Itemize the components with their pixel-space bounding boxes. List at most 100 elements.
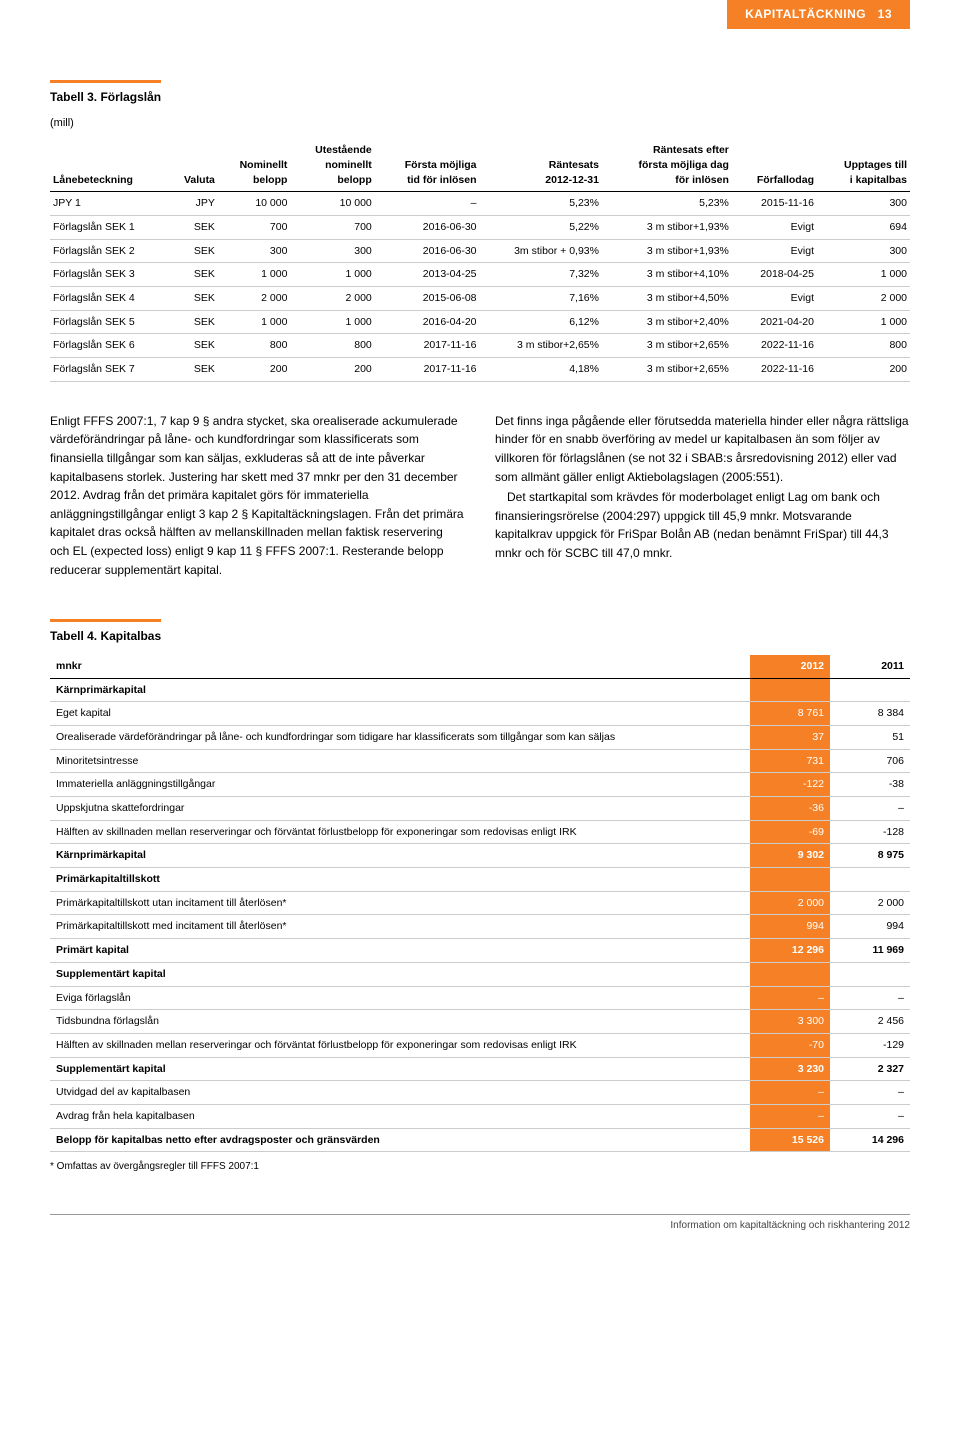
body-right-col: Det finns inga pågående eller förutsedda… <box>495 412 910 579</box>
t3-cell: – <box>375 192 480 216</box>
t4-v1: -122 <box>750 773 830 797</box>
t3-cell: 3 m stibor+4,10% <box>602 263 732 287</box>
t4-v1: 8 761 <box>750 702 830 726</box>
t4-h2: 2011 <box>830 655 910 678</box>
t3-cell: 5,23% <box>602 192 732 216</box>
t4-v2 <box>830 868 910 892</box>
t3-cell: 2 000 <box>290 287 374 311</box>
page-number: 13 <box>878 7 892 21</box>
t4-v1 <box>750 962 830 986</box>
t3-cell: 10 000 <box>218 192 291 216</box>
table-row: Förlagslån SEK 3SEK1 0001 0002013-04-257… <box>50 263 910 287</box>
table-row: Kärnprimärkapital9 3028 975 <box>50 844 910 868</box>
t3-cell: Evigt <box>732 215 817 239</box>
body-right-p2: Det startkapital som krävdes för moderbo… <box>495 488 910 562</box>
t3-cell: 1 000 <box>218 310 291 334</box>
table-row: Kärnprimärkapital <box>50 678 910 702</box>
t4-v1: 2 000 <box>750 891 830 915</box>
t4-v2: 2 000 <box>830 891 910 915</box>
t4-label: Uppskjutna skattefordringar <box>50 797 750 821</box>
t3-col-3: Uteståendenominelltbelopp <box>290 139 374 192</box>
t4-label: Minoritetsintresse <box>50 749 750 773</box>
t4-v2: -129 <box>830 1033 910 1057</box>
table-row: Förlagslån SEK 6SEK8008002017-11-163 m s… <box>50 334 910 358</box>
t4-v2: – <box>830 797 910 821</box>
t4-label: Immateriella anläggningstillgångar <box>50 773 750 797</box>
t3-cell: 3 m stibor+1,93% <box>602 239 732 263</box>
t3-cell: SEK <box>168 310 218 334</box>
t3-col-6: Räntesats efterförsta möjliga dagför inl… <box>602 139 732 192</box>
t3-cell: 2022-11-16 <box>732 334 817 358</box>
t3-cell: 2013-04-25 <box>375 263 480 287</box>
t3-col-7: Förfallodag <box>732 139 817 192</box>
t3-cell: 1 000 <box>290 310 374 334</box>
t4-v2: 8 975 <box>830 844 910 868</box>
t3-cell: 1 000 <box>290 263 374 287</box>
t3-cell: 800 <box>218 334 291 358</box>
t3-cell: Förlagslån SEK 2 <box>50 239 168 263</box>
table-row: Tidsbundna förlagslån3 3002 456 <box>50 1010 910 1034</box>
t3-cell: Förlagslån SEK 5 <box>50 310 168 334</box>
t3-cell: 3m stibor + 0,93% <box>480 239 602 263</box>
t3-cell: SEK <box>168 334 218 358</box>
t3-cell: 2018-04-25 <box>732 263 817 287</box>
footer-text: Information om kapitaltäckning och riskh… <box>50 1214 910 1233</box>
t3-cell: 700 <box>218 215 291 239</box>
t4-v1: 3 230 <box>750 1057 830 1081</box>
t3-cell: 3 m stibor+2,65% <box>602 358 732 382</box>
t4-label: Primärt kapital <box>50 939 750 963</box>
t3-cell: 300 <box>218 239 291 263</box>
t4-v2: -38 <box>830 773 910 797</box>
t3-cell: 2 000 <box>218 287 291 311</box>
table-row: Uppskjutna skattefordringar-36– <box>50 797 910 821</box>
table3-title: Tabell 3. Förlagslån <box>50 80 161 106</box>
t4-v2: 2 456 <box>830 1010 910 1034</box>
table4-title: Tabell 4. Kapitalbas <box>50 619 161 645</box>
t4-label: Tidsbundna förlagslån <box>50 1010 750 1034</box>
t4-label: Utvidgad del av kapitalbasen <box>50 1081 750 1105</box>
t4-v1: -36 <box>750 797 830 821</box>
t3-cell: 3 m stibor+2,40% <box>602 310 732 334</box>
t3-cell: 2016-04-20 <box>375 310 480 334</box>
t4-v2: 51 <box>830 725 910 749</box>
t3-cell: 800 <box>817 334 910 358</box>
t3-cell: SEK <box>168 263 218 287</box>
t3-col-2: Nominelltbelopp <box>218 139 291 192</box>
t3-cell: 700 <box>290 215 374 239</box>
t4-v2: 2 327 <box>830 1057 910 1081</box>
t4-label: Kärnprimärkapital <box>50 844 750 868</box>
t3-col-1: Valuta <box>168 139 218 192</box>
t3-cell: SEK <box>168 215 218 239</box>
t3-cell: SEK <box>168 358 218 382</box>
table-row: Supplementärt kapital3 2302 327 <box>50 1057 910 1081</box>
t3-cell: 3 m stibor+2,65% <box>480 334 602 358</box>
t3-col-4: Första möjligatid för inlösen <box>375 139 480 192</box>
t3-cell: 300 <box>817 239 910 263</box>
t3-cell: Förlagslån SEK 1 <box>50 215 168 239</box>
t4-v2 <box>830 962 910 986</box>
table-row: Primärt kapital12 29611 969 <box>50 939 910 963</box>
table4: mnkr 2012 2011 KärnprimärkapitalEget kap… <box>50 655 910 1152</box>
t3-col-0: Lånebeteckning <box>50 139 168 192</box>
t4-v2: – <box>830 1104 910 1128</box>
t4-v2: 706 <box>830 749 910 773</box>
t3-cell: Förlagslån SEK 7 <box>50 358 168 382</box>
t3-cell: 2016-06-30 <box>375 215 480 239</box>
table-row: Primärkapitaltillskott <box>50 868 910 892</box>
table-row: Eviga förlagslån–– <box>50 986 910 1010</box>
body-left-text: Enligt FFFS 2007:1, 7 kap 9 § andra styc… <box>50 412 465 579</box>
t4-label: Primärkapitaltillskott med incitament ti… <box>50 915 750 939</box>
t3-cell: 694 <box>817 215 910 239</box>
table-row: Hälften av skillnaden mellan reservering… <box>50 820 910 844</box>
table-row: Belopp för kapitalbas netto efter avdrag… <box>50 1128 910 1152</box>
table-row: Förlagslån SEK 4SEK2 0002 0002015-06-087… <box>50 287 910 311</box>
t4-label: Supplementärt kapital <box>50 962 750 986</box>
t3-cell: 2015-06-08 <box>375 287 480 311</box>
t4-v1: – <box>750 986 830 1010</box>
t4-h1: 2012 <box>750 655 830 678</box>
t3-cell: 6,12% <box>480 310 602 334</box>
t3-cell: Förlagslån SEK 3 <box>50 263 168 287</box>
t4-v1: – <box>750 1104 830 1128</box>
t3-cell: 2022-11-16 <box>732 358 817 382</box>
table4-footnote: * Omfattas av övergångsregler till FFFS … <box>50 1160 910 1174</box>
